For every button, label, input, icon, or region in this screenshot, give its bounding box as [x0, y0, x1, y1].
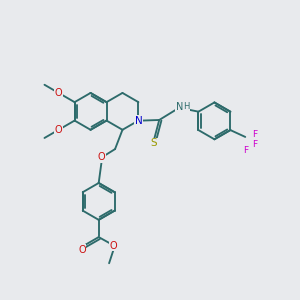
Text: F: F [252, 130, 257, 139]
Text: O: O [55, 88, 62, 98]
Text: H: H [183, 102, 190, 111]
Text: F: F [252, 140, 257, 149]
Text: F: F [243, 146, 248, 155]
Text: N: N [176, 102, 183, 112]
Text: O: O [55, 125, 62, 135]
Text: S: S [151, 138, 157, 148]
Text: O: O [98, 152, 106, 162]
Text: O: O [110, 241, 117, 251]
Text: O: O [78, 244, 86, 255]
Text: N: N [135, 116, 142, 126]
